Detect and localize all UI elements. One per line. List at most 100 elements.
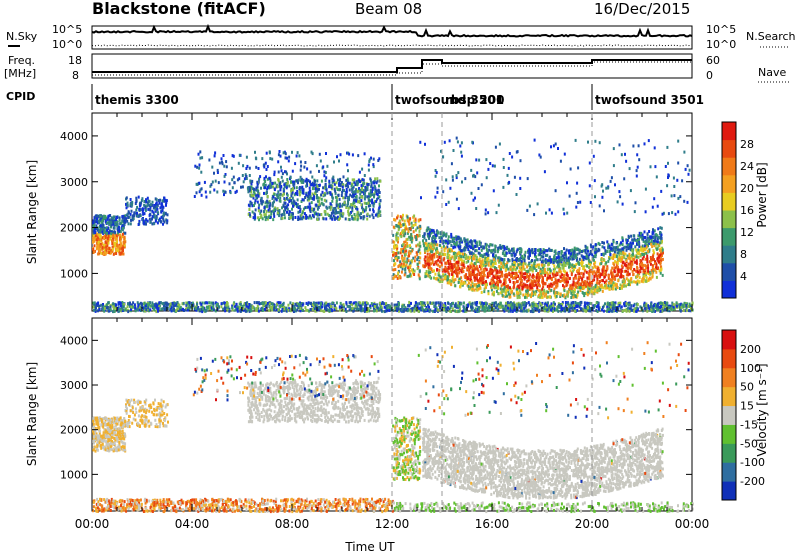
power-cell (468, 240, 471, 244)
power-cell (121, 247, 124, 251)
power-cell (650, 305, 653, 309)
power-cell (309, 308, 312, 311)
power-cell (599, 274, 602, 278)
power-cell (265, 168, 268, 171)
power-cell (437, 301, 440, 305)
power-cell (201, 156, 204, 160)
nsky-label: N.Sky (6, 30, 38, 43)
power-cell (368, 160, 371, 163)
power-cell (98, 238, 100, 242)
power-cell (273, 173, 276, 177)
power-cell (351, 306, 354, 310)
power-cell (310, 150, 313, 154)
power-cell (659, 231, 662, 234)
power-cell (373, 201, 376, 205)
power-cell (270, 212, 273, 216)
power-cell (344, 217, 347, 221)
power-cell (280, 213, 283, 217)
power-cell (594, 260, 597, 264)
power-cell (148, 217, 151, 221)
power-cell (544, 282, 547, 286)
power-cell (93, 308, 96, 312)
power-cell (560, 255, 563, 259)
power-cell (498, 260, 500, 264)
power-cell (664, 307, 667, 311)
power-cell (552, 273, 555, 277)
power-cell (101, 236, 104, 240)
power-cell (95, 238, 98, 242)
power-cell (354, 190, 357, 193)
power-cell (124, 231, 127, 235)
power-cell (583, 294, 586, 298)
power-cell (361, 210, 364, 214)
power-cell (425, 274, 428, 278)
power-cell (564, 309, 567, 313)
power-cell (156, 221, 159, 225)
power-cell (102, 305, 105, 309)
power-cell (157, 307, 160, 311)
power-cell (220, 305, 223, 309)
power-cell (554, 273, 557, 277)
power-cell (487, 308, 490, 312)
power-cell (479, 267, 482, 271)
power-cell (278, 184, 281, 188)
power-cell (366, 217, 369, 221)
power-cell (377, 214, 380, 218)
power-cell (633, 307, 636, 311)
power-cell (426, 256, 429, 259)
power-cell (413, 309, 416, 313)
power-cell (307, 216, 310, 220)
power-cell (451, 240, 454, 244)
power-cell (264, 180, 267, 183)
power-cell (208, 301, 211, 305)
power-cell (121, 307, 124, 311)
power-cell (610, 284, 613, 288)
power-cell (502, 249, 505, 253)
power-cell (151, 217, 153, 221)
power-cell (122, 249, 124, 252)
power-cell (263, 165, 266, 169)
power-cell (236, 307, 239, 311)
power-cell (324, 193, 327, 197)
power-cell (294, 162, 297, 166)
power-cell (305, 301, 308, 305)
power-cell (127, 222, 130, 226)
power-cell (367, 196, 370, 200)
power-cell (122, 305, 125, 309)
power-cell (638, 276, 641, 280)
power-cell (112, 305, 115, 309)
power-cell (98, 214, 101, 218)
nave-series-line (92, 61, 692, 76)
power-cell (285, 206, 288, 210)
power-cell (92, 240, 94, 244)
power-cell (418, 302, 421, 306)
power-cell (655, 262, 658, 266)
power-cell (557, 291, 560, 295)
power-cell (440, 263, 443, 267)
power-cell (337, 206, 340, 210)
power-cell (330, 211, 333, 215)
power-cell (299, 168, 302, 172)
power-cell (377, 208, 380, 212)
power-cell (504, 253, 507, 257)
power-cell (625, 238, 628, 242)
power-cell (158, 217, 161, 221)
power-cell (320, 213, 323, 216)
power-cell (272, 201, 274, 205)
power-cell (353, 204, 356, 208)
power-cell (402, 307, 405, 311)
power-cell (570, 296, 573, 299)
power-cell (114, 247, 117, 251)
power-cell (199, 150, 202, 154)
power-cell (278, 211, 281, 215)
power-cell (652, 304, 655, 308)
power-cell (140, 201, 143, 205)
power-cell (325, 188, 328, 192)
power-cell (416, 305, 419, 309)
power-cell (603, 281, 606, 284)
power-cell (104, 245, 107, 249)
power-cell (296, 203, 299, 207)
power-cell (424, 246, 427, 250)
power-cell (203, 308, 206, 312)
power-cell (543, 309, 546, 313)
